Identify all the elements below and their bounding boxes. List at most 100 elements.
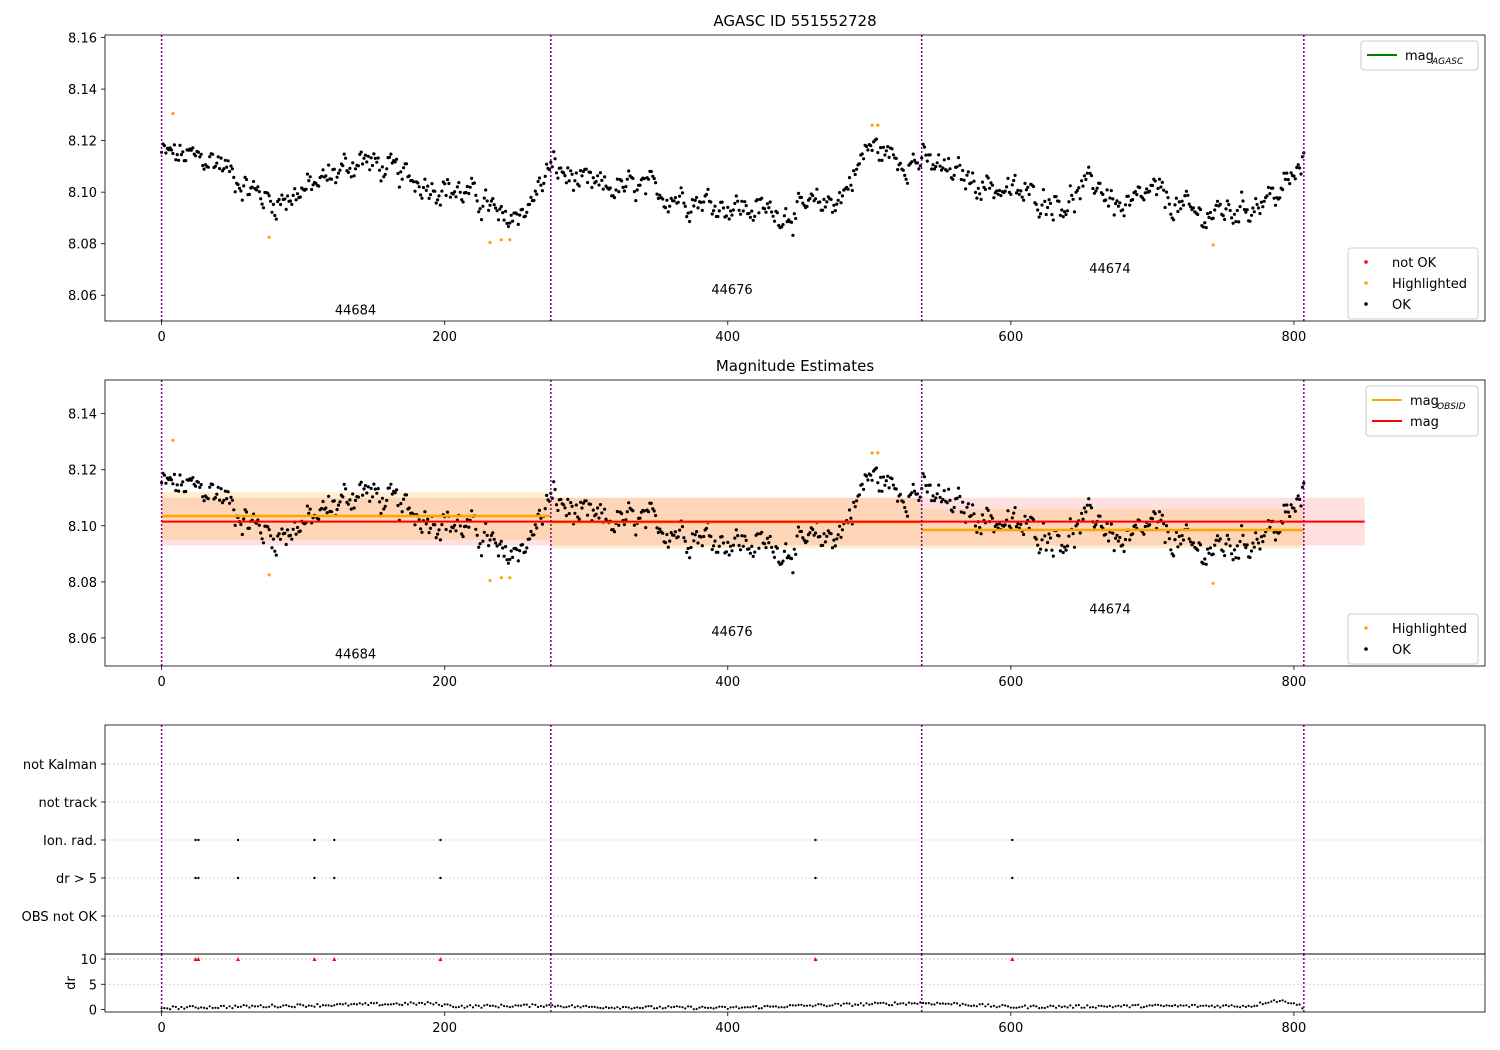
- dr-point: [1012, 1006, 1015, 1009]
- ok-point: [880, 158, 884, 162]
- ok-point: [1163, 540, 1167, 545]
- ok-point: [274, 553, 278, 557]
- ok-point: [1105, 521, 1109, 526]
- legend-box: [1347, 613, 1479, 665]
- ok-point: [894, 156, 898, 160]
- ok-point: [930, 499, 934, 503]
- ok-point: [1283, 510, 1287, 514]
- ok-point: [267, 194, 271, 198]
- dr-point: [1069, 1004, 1072, 1007]
- ok-point: [402, 166, 406, 170]
- ok-point: [1244, 210, 1248, 214]
- ok-point: [709, 534, 713, 539]
- ok-point: [366, 154, 370, 158]
- ok-point: [380, 496, 384, 500]
- ok-point: [260, 202, 264, 206]
- ok-point: [1050, 213, 1054, 217]
- ok-point: [794, 216, 798, 221]
- ok-point: [528, 202, 532, 206]
- ok-point: [1187, 537, 1191, 541]
- ok-point: [1211, 216, 1215, 220]
- ok-point: [1273, 203, 1278, 207]
- ok-point: [646, 510, 651, 514]
- dr-point: [273, 1005, 276, 1008]
- ok-point: [455, 185, 459, 189]
- ok-point: [239, 189, 243, 193]
- ok-point: [562, 171, 566, 175]
- ok-point: [1063, 210, 1067, 214]
- ok-point: [573, 179, 577, 183]
- ok-point: [288, 199, 292, 203]
- ok-point: [932, 167, 937, 171]
- ok-point: [208, 155, 212, 159]
- ok-point: [362, 156, 366, 160]
- ok-point: [811, 527, 815, 532]
- ok-point: [581, 501, 586, 505]
- dr-point: [616, 1006, 619, 1009]
- ok-point: [369, 486, 373, 490]
- ok-point: [792, 547, 796, 551]
- ok-point: [216, 485, 220, 489]
- ok-point: [162, 144, 166, 148]
- ok-point: [172, 143, 176, 147]
- ok-point: [666, 210, 670, 214]
- dr-point: [882, 1001, 885, 1004]
- dr-point: [500, 1003, 503, 1006]
- ok-point: [325, 511, 329, 515]
- ok-point: [1207, 215, 1211, 219]
- ok-point: [1072, 545, 1077, 549]
- ok-point: [1065, 209, 1070, 213]
- legend-box: [1365, 385, 1479, 437]
- highlighted-point: [1211, 581, 1215, 585]
- ok-point: [796, 191, 801, 195]
- dr-point: [239, 1005, 242, 1008]
- dr-point: [1032, 1004, 1035, 1007]
- ok-point: [615, 177, 620, 181]
- ok-point: [1022, 532, 1026, 537]
- y-tick-label: 8.06: [68, 632, 97, 647]
- ok-point: [196, 150, 200, 154]
- ok-point: [368, 499, 372, 503]
- dr-point: [992, 1004, 996, 1007]
- dr-point: [214, 1006, 217, 1009]
- dr-point: [248, 1006, 251, 1009]
- dr-point: [194, 1006, 197, 1009]
- dr-point: [466, 1005, 469, 1008]
- ok-point: [956, 486, 961, 490]
- dr-point: [950, 1003, 953, 1006]
- ok-point: [1013, 173, 1017, 177]
- legend-label: mag: [1410, 415, 1439, 430]
- ok-point: [1085, 171, 1089, 175]
- ok-point: [278, 202, 283, 207]
- ok-point: [1251, 541, 1255, 545]
- ok-point: [359, 150, 363, 154]
- ok-point: [1159, 185, 1163, 189]
- dr-point: [698, 1006, 701, 1009]
- ok-point: [1241, 199, 1245, 203]
- dr-point: [262, 1006, 265, 1009]
- dr-point: [1250, 1005, 1253, 1008]
- ok-point: [540, 522, 545, 526]
- ok-point: [896, 499, 900, 503]
- ok-point: [181, 150, 185, 154]
- ok-point: [321, 499, 325, 504]
- dr-point: [276, 1006, 279, 1009]
- ok-point: [256, 185, 260, 189]
- ok-point: [520, 207, 525, 211]
- ok-point: [346, 170, 350, 174]
- ok-point: [533, 189, 537, 193]
- ok-point: [482, 196, 486, 200]
- ok-point: [280, 193, 284, 197]
- ok-point: [1003, 523, 1007, 527]
- dr-point: [636, 1006, 639, 1009]
- ok-point: [498, 207, 502, 211]
- dr-point: [738, 1007, 741, 1010]
- ok-point: [184, 159, 188, 163]
- ok-point: [1078, 197, 1082, 201]
- ok-point: [368, 168, 372, 172]
- dr-point: [191, 1005, 194, 1008]
- dr-point: [180, 1005, 183, 1009]
- ok-point: [270, 210, 274, 214]
- ok-point: [1155, 193, 1159, 197]
- ok-point: [335, 507, 339, 512]
